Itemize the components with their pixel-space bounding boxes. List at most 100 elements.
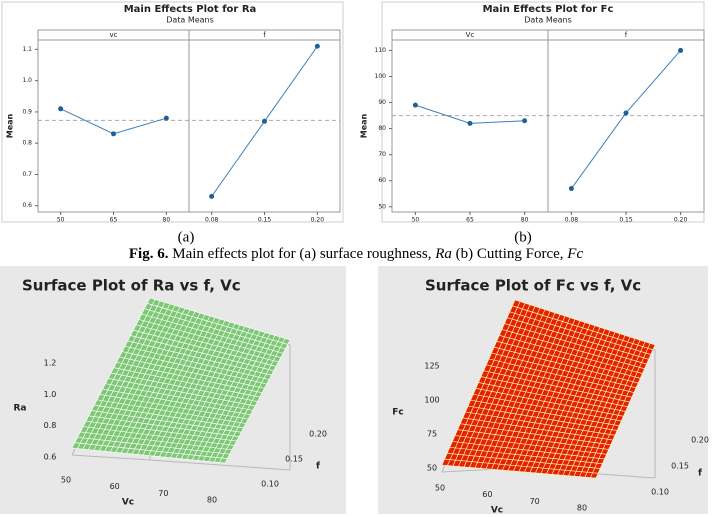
surface-mesh (540, 328, 606, 474)
x-tick-label: 80 (207, 496, 217, 505)
x-tick-label: 50 (61, 476, 71, 485)
surface-mesh (133, 329, 277, 367)
surface-mesh (113, 367, 260, 398)
z-tick-label: 0.6 (44, 453, 57, 462)
point (262, 118, 267, 124)
z-tick-label: 75 (427, 430, 437, 439)
surface-mesh (546, 330, 611, 474)
surface-mesh (110, 372, 258, 402)
panel-label: (a) (178, 229, 195, 245)
caption-var: Fc (566, 246, 583, 262)
y-tick-label: 0.10 (651, 488, 669, 497)
panel-label: (b) (514, 229, 532, 245)
point (678, 47, 684, 53)
surface-mesh (144, 308, 286, 350)
surface-mesh (557, 333, 621, 475)
surface-mesh (170, 324, 241, 458)
x-axis-label: Vc (491, 506, 503, 516)
surface-mesh (219, 338, 286, 463)
x-tick-label: 0.15 (258, 217, 272, 224)
x-tick-label: 0.15 (619, 217, 633, 224)
x-tick-label: 65 (110, 217, 118, 224)
x-axis-label: Vc (122, 498, 134, 508)
surface-mesh (141, 313, 284, 354)
x-tick-label: 0.08 (565, 217, 579, 224)
surface-mesh (159, 321, 231, 457)
panel-name: Vc (466, 31, 475, 39)
surface-mesh (501, 329, 645, 370)
surface-mesh (481, 376, 628, 408)
box-edge (71, 454, 291, 471)
y-axis-label: f (316, 462, 320, 472)
x-tick-label: 60 (110, 482, 120, 491)
point (111, 131, 116, 137)
surface-mesh (524, 323, 591, 473)
caption-var: Ra (434, 246, 452, 262)
y-tick-label: 80 (378, 125, 386, 132)
surface-mesh (488, 358, 635, 393)
y-tick-label: 50 (378, 203, 386, 210)
y-axis-label: Mean (6, 113, 15, 138)
surface-mesh (535, 327, 601, 474)
y-tick-label: 0.9 (22, 108, 32, 115)
y-tick-label: 0.20 (309, 430, 327, 439)
x-tick-label: 70 (158, 489, 168, 498)
surface-mesh (202, 333, 271, 462)
surface-mesh (164, 323, 236, 458)
chart-title: Main Effects Plot for Fc (483, 4, 614, 15)
z-axis-label: Ra (13, 404, 26, 414)
surface-mesh (562, 335, 626, 476)
surface-mesh (491, 352, 637, 389)
y-tick-label: 0.10 (261, 480, 279, 489)
point (412, 102, 418, 108)
y-tick-label: 1.0 (22, 77, 32, 84)
surface-mesh (122, 351, 267, 385)
surface-mesh (478, 382, 626, 412)
x-tick-label: 50 (57, 217, 65, 224)
y-tick-label: 0.15 (671, 462, 689, 471)
y-tick-label: 0.15 (285, 455, 303, 464)
surface-mesh (130, 335, 274, 372)
y-tick-label: 0.20 (691, 436, 709, 445)
surface-mesh (208, 335, 276, 462)
chart-title: Surface Plot of Fc vs f, Vc (425, 277, 641, 295)
panel-name: vc (110, 31, 118, 39)
x-tick-label: 50 (435, 484, 445, 493)
x-tick-label: 60 (482, 490, 492, 499)
panel-name: f (625, 31, 628, 39)
surface-mesh (573, 338, 636, 477)
x-tick-label: 0.20 (311, 217, 325, 224)
y-axis-label: f (698, 469, 702, 479)
y-tick-label: 60 (378, 177, 386, 184)
x-tick-label: 0.20 (674, 217, 688, 224)
point (58, 106, 64, 112)
chart-title: Surface Plot of Ra vs f, Vc (22, 277, 241, 295)
y-tick-label: 0.7 (22, 171, 32, 178)
z-tick-label: 100 (424, 396, 439, 405)
surface-mesh (551, 332, 616, 475)
surface-mesh (584, 341, 646, 478)
surface-mesh (579, 340, 641, 477)
surface-mesh (124, 345, 270, 380)
surface-mesh (119, 356, 265, 389)
surface-mesh (180, 327, 251, 459)
z-tick-label: 0.8 (44, 421, 57, 430)
surface-mesh (509, 311, 651, 355)
surface-mesh (153, 320, 226, 457)
panel-name: f (263, 31, 266, 39)
x-tick-label: 80 (521, 217, 529, 224)
caption-text: (b) Cutting Force, (452, 246, 567, 262)
x-tick-label: 0.08 (205, 217, 219, 224)
surface-mesh (147, 303, 288, 345)
surface-mesh (135, 324, 279, 363)
surface-mesh (568, 336, 631, 476)
surface-mesh (191, 330, 261, 460)
z-tick-label: 1.0 (44, 390, 57, 399)
surface-mesh (499, 335, 643, 374)
point (314, 43, 320, 49)
surface-mesh (494, 346, 639, 384)
y-tick-label: 110 (375, 47, 387, 54)
surface-mesh (590, 343, 651, 478)
point (209, 193, 215, 199)
